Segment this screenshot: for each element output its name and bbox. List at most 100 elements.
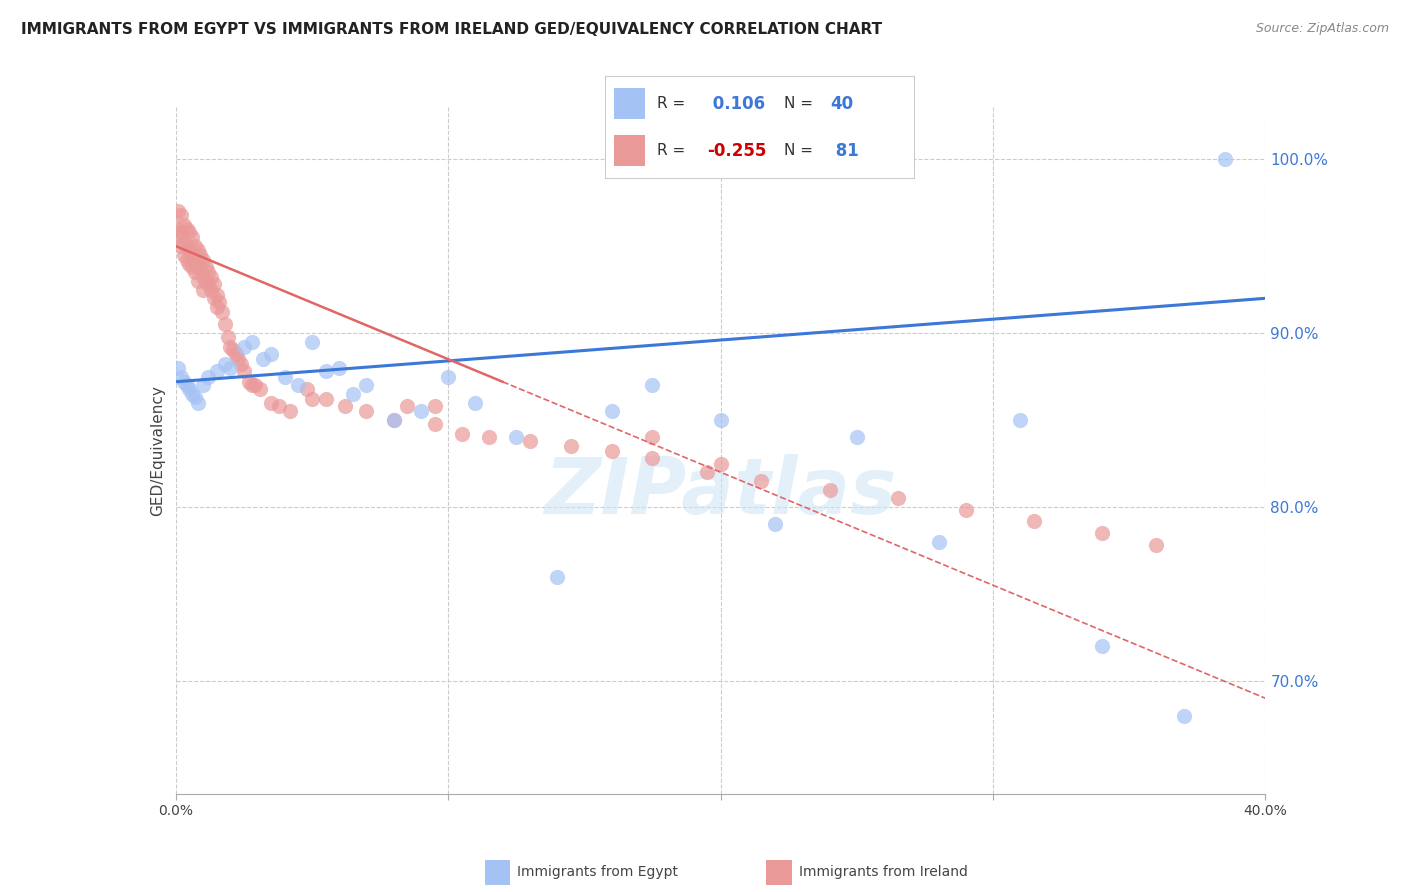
- Point: [205, 288, 228, 302]
- FancyBboxPatch shape: [614, 136, 645, 166]
- Point: [214, 318, 236, 332]
- Point: [641, 451, 664, 466]
- Point: [188, 260, 211, 274]
- Point: [315, 392, 337, 406]
- Point: [197, 265, 219, 279]
- Point: [423, 417, 446, 431]
- FancyBboxPatch shape: [614, 88, 645, 119]
- Point: [205, 364, 228, 378]
- Point: [181, 230, 204, 244]
- Text: R =: R =: [657, 144, 690, 158]
- Point: [173, 248, 195, 262]
- Point: [845, 430, 868, 444]
- Point: [252, 352, 274, 367]
- Point: [249, 382, 271, 396]
- Text: 81: 81: [831, 142, 859, 160]
- Point: [214, 358, 236, 372]
- Point: [382, 413, 405, 427]
- Point: [219, 340, 242, 354]
- Point: [197, 277, 219, 292]
- Point: [232, 340, 254, 354]
- Point: [186, 274, 209, 288]
- Point: [928, 534, 950, 549]
- Y-axis label: GED/Equivalency: GED/Equivalency: [149, 385, 165, 516]
- Point: [278, 404, 301, 418]
- Point: [818, 483, 841, 497]
- Point: [217, 329, 239, 343]
- Point: [232, 364, 254, 378]
- Point: [170, 225, 193, 239]
- Point: [173, 235, 195, 250]
- Point: [170, 369, 193, 384]
- Point: [1091, 526, 1114, 541]
- Text: N =: N =: [785, 144, 818, 158]
- Point: [301, 334, 323, 349]
- Point: [955, 503, 977, 517]
- Point: [710, 457, 733, 471]
- Point: [763, 517, 786, 532]
- Point: [478, 430, 501, 444]
- Point: [1022, 514, 1045, 528]
- Point: [1173, 708, 1195, 723]
- Point: [222, 343, 245, 358]
- Text: N =: N =: [785, 96, 813, 111]
- Point: [1010, 413, 1032, 427]
- Text: 40: 40: [831, 95, 853, 112]
- Point: [202, 277, 225, 292]
- Text: R =: R =: [657, 96, 690, 111]
- Text: ZIPatlas: ZIPatlas: [544, 454, 897, 530]
- Point: [696, 465, 718, 479]
- Point: [202, 291, 225, 305]
- Point: [167, 204, 190, 219]
- Text: Source: ZipAtlas.com: Source: ZipAtlas.com: [1256, 22, 1389, 36]
- Point: [1144, 538, 1167, 552]
- Point: [167, 360, 190, 375]
- Text: -0.255: -0.255: [707, 142, 766, 160]
- Point: [751, 474, 773, 488]
- Point: [176, 239, 198, 253]
- Point: [191, 283, 214, 297]
- Point: [179, 256, 201, 270]
- Text: IMMIGRANTS FROM EGYPT VS IMMIGRANTS FROM IRELAND GED/EQUIVALENCY CORRELATION CHA: IMMIGRANTS FROM EGYPT VS IMMIGRANTS FROM…: [21, 22, 882, 37]
- Point: [170, 208, 193, 222]
- Point: [200, 283, 222, 297]
- Point: [274, 369, 297, 384]
- Point: [181, 248, 204, 262]
- Point: [170, 239, 193, 253]
- Point: [184, 265, 207, 279]
- Point: [356, 378, 378, 392]
- Point: [333, 399, 356, 413]
- Point: [208, 294, 231, 309]
- Point: [301, 392, 323, 406]
- Point: [231, 358, 253, 372]
- Point: [184, 239, 207, 253]
- Point: [186, 260, 209, 274]
- Point: [219, 360, 242, 375]
- Point: [240, 378, 263, 392]
- Point: [396, 399, 419, 413]
- Point: [600, 444, 623, 458]
- Point: [191, 253, 214, 268]
- Point: [450, 426, 472, 441]
- Point: [167, 221, 190, 235]
- Point: [464, 395, 486, 409]
- Point: [560, 439, 582, 453]
- Point: [519, 434, 541, 448]
- Point: [315, 364, 337, 378]
- Point: [191, 270, 214, 285]
- Point: [238, 375, 260, 389]
- Point: [546, 569, 568, 583]
- Point: [186, 395, 209, 409]
- Point: [342, 387, 364, 401]
- Point: [197, 369, 219, 384]
- Point: [194, 260, 217, 274]
- Point: [287, 378, 309, 392]
- Point: [205, 300, 228, 314]
- Point: [356, 404, 378, 418]
- Point: [641, 430, 664, 444]
- Point: [260, 395, 283, 409]
- Point: [886, 491, 908, 506]
- Point: [186, 243, 209, 257]
- Point: [243, 378, 266, 392]
- Point: [225, 347, 247, 361]
